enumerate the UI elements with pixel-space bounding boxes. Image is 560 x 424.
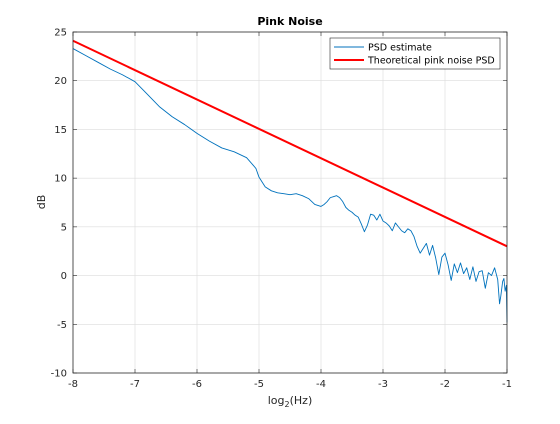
axes-box [72,31,508,374]
x-axis-label-subscript: 2 [285,400,290,409]
y-tick-label: 5 [61,222,67,233]
legend-box [329,37,501,70]
grid [73,32,507,373]
y-axis-label: dB [35,195,48,210]
ticks: -8 -7 -6 -5 -4 -3 -2 -1 -10 -5 0 5 10 15 20 25 [51,28,512,391]
x-tick-label: -4 [316,379,326,390]
x-tick-label: -1 [502,379,512,390]
x-tick-label: -2 [440,379,450,390]
y-tick-label: 25 [54,28,67,39]
y-tick-label: 15 [54,125,67,136]
x-tick-label: -7 [130,379,140,390]
y-tick-label: 20 [54,76,67,87]
y-tick-label: -5 [57,320,67,331]
chart-title: Pink Noise [257,15,322,28]
series-line-psd-estimate [72,48,508,323]
x-tick-label: -3 [378,379,388,390]
legend-label-psd-estimate: PSD estimate [368,43,432,54]
y-tick-label: 10 [54,174,67,185]
x-axis-label: log2(Hz) [268,394,313,409]
series-line-theoretical-pink-noise-psd [72,39,508,248]
x-tick-label: -8 [68,379,78,390]
legend: PSD estimate Theoretical pink noise PSD [329,37,501,70]
x-tick-label: -6 [192,379,202,390]
x-axis-label-unit: (Hz) [290,394,313,407]
y-tick-label: 0 [61,271,67,282]
legend-label-theoretical-pink-noise-psd: Theoretical pink noise PSD [367,56,495,67]
series-layer [72,39,508,323]
plot-area [73,32,507,373]
x-axis-label-main: log [268,394,285,407]
y-tick-label: -10 [51,369,67,380]
x-tick-label: -5 [254,379,264,390]
